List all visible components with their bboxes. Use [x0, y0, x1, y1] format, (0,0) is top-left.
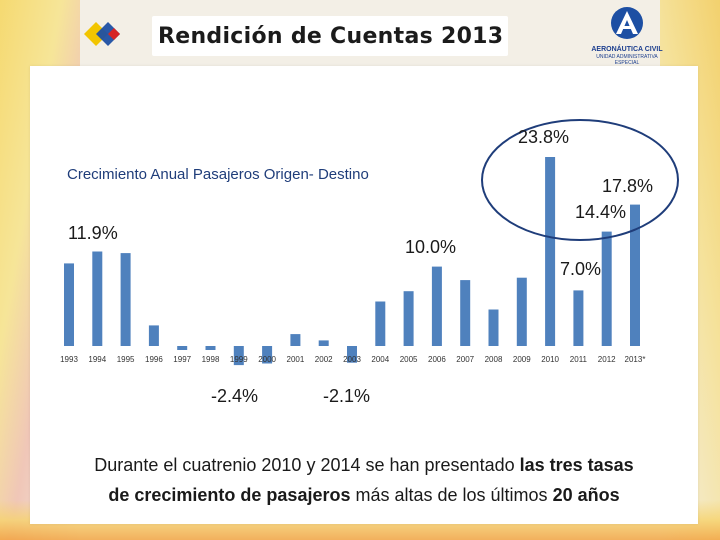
bar-2011	[573, 290, 584, 346]
chart-tick-labels: 1993 1994 1995 1996 1997 1998 1999 2000 2001 2002…	[60, 355, 645, 364]
summary-bold-1: las tres tasas	[519, 455, 634, 475]
data-label-2013: 17.8%	[602, 176, 654, 196]
data-label-2010: 23.8%	[518, 127, 570, 147]
summary-bold-3: 20 años	[552, 485, 620, 505]
summary-part-1: Durante el cuatrenio 2010 y 2014 se han …	[94, 455, 520, 475]
org-name: AERONÁUTICA CIVIL	[591, 46, 663, 53]
x-tick-1997: 1997	[173, 355, 191, 364]
data-label-1999: -2.4%	[211, 386, 259, 406]
title-banner: Rendición de Cuentas 2013	[152, 16, 508, 56]
bar-2010	[545, 157, 556, 346]
bar-2008	[488, 309, 499, 346]
data-label-1994: 11.9%	[68, 223, 118, 243]
x-tick-2007: 2007	[456, 355, 474, 364]
x-tick-2000: 2000	[258, 355, 276, 364]
bar-1999	[233, 346, 244, 366]
x-tick-1993: 1993	[60, 355, 78, 364]
summary-text: Durante el cuatrenio 2010 y 2014 se han …	[30, 450, 698, 510]
data-label-2003: -2.1%	[323, 386, 371, 406]
header: Rendición de Cuentas 2013 AERONÁUTICA CI…	[0, 0, 720, 66]
x-tick-2005: 2005	[400, 355, 418, 364]
bar-1995	[120, 253, 131, 346]
bar-2003	[347, 346, 357, 363]
bar-2004	[375, 301, 386, 346]
x-tick-2013: 2013*	[625, 355, 646, 364]
government-logo-icon	[84, 22, 120, 46]
x-tick-1995: 1995	[117, 355, 135, 364]
bar-2009	[516, 277, 527, 346]
bar-1994	[92, 251, 103, 346]
bar-2001	[290, 334, 301, 346]
x-tick-1996: 1996	[145, 355, 163, 364]
x-tick-2004: 2004	[371, 355, 389, 364]
data-label-2011: 7.0%	[560, 259, 602, 279]
highlight-circle	[481, 119, 679, 241]
x-tick-2012: 2012	[598, 355, 616, 364]
bar-2006	[431, 266, 442, 346]
bar-2013	[630, 204, 640, 346]
x-tick-1999: 1999	[230, 355, 248, 364]
bar-1998	[205, 346, 216, 350]
summary-part-3: más altas de los últimos	[350, 485, 553, 505]
x-tick-2006: 2006	[428, 355, 446, 364]
content-panel	[30, 66, 698, 524]
chart-title: Crecimiento Anual Pasajeros Origen- Dest…	[67, 166, 369, 183]
chart-bars	[64, 157, 640, 366]
org-unit: UNIDAD ADMINISTRATIVA ESPECIAL	[596, 54, 658, 66]
x-tick-1994: 1994	[88, 355, 106, 364]
bar-2000	[262, 346, 273, 364]
aerocivil-logo: AERONÁUTICA CIVIL UNIDAD ADMINISTRATIVA …	[588, 6, 666, 66]
x-tick-2002: 2002	[315, 355, 333, 364]
bar-2002	[318, 340, 329, 346]
page-title: Rendición de Cuentas 2013	[158, 23, 504, 49]
x-tick-2010: 2010	[541, 355, 559, 364]
bar-2005	[403, 291, 414, 346]
data-label-2006: 10.0%	[405, 237, 457, 257]
bar-1996	[148, 325, 159, 346]
x-tick-2001: 2001	[287, 355, 305, 364]
x-tick-1998: 1998	[202, 355, 220, 364]
data-label-2012: 14.4%	[575, 202, 627, 222]
summary-bold-2: de crecimiento de pasajeros	[108, 485, 351, 505]
bar-1997	[177, 346, 188, 350]
aerocivil-emblem-icon	[611, 7, 643, 39]
bar-2007	[460, 280, 471, 346]
bar-2012	[601, 231, 612, 346]
x-tick-2009: 2009	[513, 355, 531, 364]
x-tick-2003: 2003	[343, 355, 361, 364]
x-tick-2011: 2011	[570, 355, 588, 364]
x-tick-2008: 2008	[485, 355, 503, 364]
bar-1993	[64, 263, 74, 346]
